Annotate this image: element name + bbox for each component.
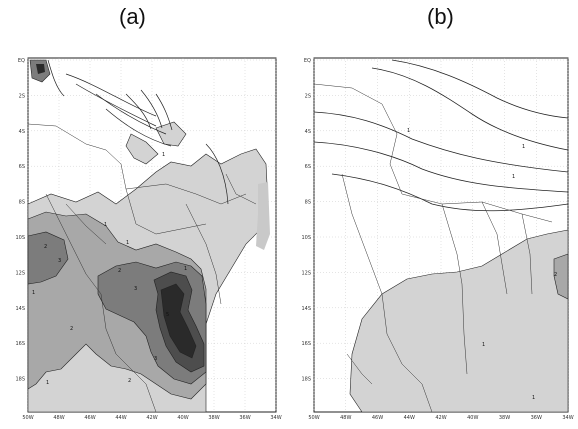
contour-label: 1 bbox=[522, 144, 525, 150]
contour-label: 2 bbox=[118, 268, 121, 274]
y-tick-label: 12S bbox=[15, 270, 25, 276]
y-tick-label: 18S bbox=[301, 377, 311, 383]
contour-label: 1 bbox=[162, 152, 165, 158]
map-a-coast-strip bbox=[256, 182, 270, 250]
x-tick-label: 46W bbox=[84, 415, 95, 421]
contour-label: 1 bbox=[104, 222, 107, 228]
y-tick-label: 6S bbox=[305, 164, 311, 170]
y-tick-label: 4S bbox=[19, 129, 25, 135]
x-tick-label: 42W bbox=[435, 415, 446, 421]
map-a-shade-level-1b bbox=[125, 133, 159, 165]
y-tick-label: 8S bbox=[19, 200, 25, 206]
x-tick-label: 48W bbox=[340, 415, 351, 421]
panel-a-label: (a) bbox=[119, 4, 146, 29]
x-tick-label: 48W bbox=[53, 415, 64, 421]
x-tick-label: 44W bbox=[404, 415, 415, 421]
y-tick-label: EQ bbox=[304, 58, 311, 64]
contour-label: 1 bbox=[532, 395, 535, 401]
y-tick-label: 16S bbox=[15, 341, 25, 347]
contour-label: 2 bbox=[128, 378, 131, 384]
x-tick-label: 44W bbox=[115, 415, 126, 421]
contour-label: 1 bbox=[126, 240, 129, 246]
y-tick-label: 2S bbox=[19, 93, 25, 99]
map-a-shade-level-3 bbox=[27, 231, 69, 285]
map-panel-a: EQ 2S 4S 6S 8S 10S 12S 14S 16S 18S 50W 48W 46W 44W 42W… bbox=[15, 57, 282, 421]
contour-label: 1 bbox=[32, 290, 35, 296]
contour-label: 1 bbox=[512, 174, 515, 180]
map-panel-b: EQ 2S 4S 6S 8S 10S 12S 14S 16S 18S 50W 48W 46W 44W 42W… bbox=[301, 57, 574, 421]
y-tick-label: 16S bbox=[301, 341, 311, 347]
y-tick-label: 12S bbox=[301, 270, 311, 276]
x-tick-label: 42W bbox=[146, 415, 157, 421]
contour-label: 1 bbox=[46, 380, 49, 386]
map-a-contour-lines bbox=[47, 59, 229, 205]
contour-label: 1 bbox=[184, 266, 187, 272]
contour-label: 3 bbox=[58, 258, 61, 264]
contour-label: 3 bbox=[134, 286, 137, 292]
x-tick-label: 34W bbox=[270, 415, 281, 421]
x-tick-label: 36W bbox=[239, 415, 250, 421]
contour-label: 1 bbox=[407, 128, 410, 134]
x-tick-label: 46W bbox=[372, 415, 383, 421]
map-a-shade-top-core bbox=[36, 64, 45, 74]
y-tick-label: 14S bbox=[301, 306, 311, 312]
y-tick-label: 10S bbox=[15, 235, 25, 241]
map-b-contour-lines bbox=[313, 59, 569, 212]
map-b-contour-labels: 1 1 1 1 2 1 bbox=[407, 128, 557, 401]
y-tick-label: 10S bbox=[301, 235, 311, 241]
contour-label: 2 bbox=[44, 244, 47, 250]
x-tick-label: 50W bbox=[22, 415, 33, 421]
y-tick-label: 6S bbox=[19, 164, 25, 170]
x-tick-label: 40W bbox=[177, 415, 188, 421]
y-tick-label: 2S bbox=[305, 93, 311, 99]
panel-b-label: (b) bbox=[427, 4, 454, 29]
y-tick-label: 8S bbox=[305, 200, 311, 206]
map-a-boundaries bbox=[27, 123, 257, 413]
x-tick-label: 38W bbox=[499, 415, 510, 421]
map-b-shade-level-2 bbox=[553, 253, 569, 300]
contour-label: 1 bbox=[482, 342, 485, 348]
x-tick-label: 36W bbox=[531, 415, 542, 421]
contour-label: 2 bbox=[70, 326, 73, 332]
y-tick-label: 4S bbox=[305, 129, 311, 135]
y-tick-label: 14S bbox=[15, 306, 25, 312]
map-a-shade-level-5 bbox=[160, 283, 197, 359]
contour-label: 3 bbox=[154, 356, 157, 362]
y-tick-label: 18S bbox=[15, 377, 25, 383]
x-tick-label: 40W bbox=[467, 415, 478, 421]
map-a-shade-level-1c bbox=[155, 121, 187, 147]
contour-label: 2 bbox=[554, 272, 557, 278]
contour-label: 5 bbox=[166, 312, 169, 318]
x-tick-label: 50W bbox=[308, 415, 319, 421]
x-tick-label: 34W bbox=[562, 415, 573, 421]
y-tick-label: EQ bbox=[18, 58, 25, 64]
x-tick-label: 38W bbox=[208, 415, 219, 421]
map-a-contour-labels: 1 1 2 3 1 2 3 1 2 1 5 3 1 2 bbox=[32, 152, 187, 386]
map-a-shaded-fields bbox=[27, 59, 270, 413]
map-b-boundaries bbox=[313, 83, 553, 413]
